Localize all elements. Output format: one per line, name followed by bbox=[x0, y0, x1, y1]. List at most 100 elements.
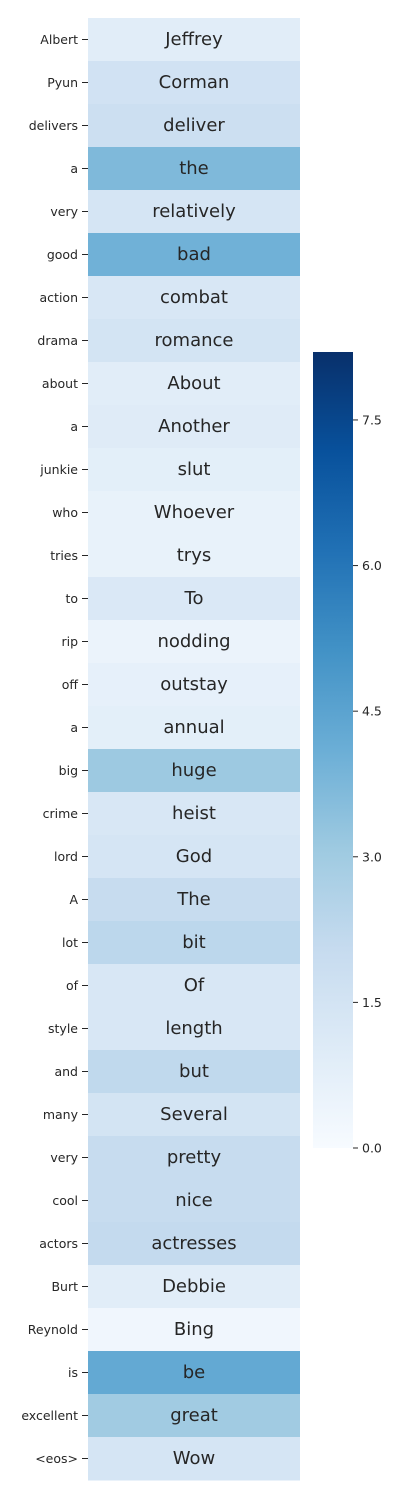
cell-text: the bbox=[179, 158, 209, 179]
cell-text: About bbox=[167, 373, 220, 394]
heatmap-cell bbox=[88, 1007, 300, 1051]
heatmap-cell bbox=[88, 18, 300, 62]
heatmap-cell bbox=[88, 319, 300, 363]
row-label: is bbox=[68, 1365, 78, 1380]
cell-text: trys bbox=[177, 545, 212, 566]
cell-text: slut bbox=[178, 459, 211, 480]
heatmap-cell bbox=[88, 1308, 300, 1352]
cell-text: The bbox=[176, 889, 210, 910]
cell-text: be bbox=[183, 1362, 206, 1383]
heatmap-cell bbox=[88, 61, 300, 105]
heatmap-cell bbox=[88, 1179, 300, 1223]
cell-text: outstay bbox=[160, 674, 228, 695]
heatmap-cell bbox=[88, 706, 300, 750]
row-label: actors bbox=[39, 1236, 78, 1251]
heatmap-cell bbox=[88, 1136, 300, 1180]
cell-text: nice bbox=[175, 1190, 212, 1211]
cell-text: Several bbox=[160, 1104, 228, 1125]
heatmap-cell bbox=[88, 405, 300, 449]
colorbar-tick-label: 6.0 bbox=[362, 558, 382, 573]
row-label: cool bbox=[52, 1193, 78, 1208]
colorbar-tick-label: 7.5 bbox=[362, 412, 382, 427]
heatmap-cell bbox=[88, 1050, 300, 1094]
heatmap-cell bbox=[88, 878, 300, 922]
heatmap-cell bbox=[88, 534, 300, 578]
cell-text: Corman bbox=[159, 72, 230, 93]
heatmap-cell bbox=[88, 147, 300, 191]
heatmap-cell bbox=[88, 964, 300, 1008]
colorbar-tick-label: 0.0 bbox=[362, 1141, 382, 1156]
cell-text: Whoever bbox=[154, 502, 235, 523]
row-labels: AlbertPyundeliversaverygoodactiondramaab… bbox=[21, 32, 88, 1466]
row-label: drama bbox=[37, 333, 78, 348]
row-label: of bbox=[66, 978, 79, 993]
row-label: a bbox=[70, 419, 78, 434]
cell-text: bit bbox=[182, 932, 205, 953]
colorbar-gradient bbox=[313, 352, 353, 1148]
row-label: action bbox=[40, 290, 78, 305]
heatmap-cell bbox=[88, 663, 300, 707]
heatmap-cell bbox=[88, 233, 300, 277]
heatmap-cell bbox=[88, 190, 300, 234]
cell-text: Bing bbox=[174, 1319, 214, 1340]
cell-text: Of bbox=[184, 975, 205, 996]
cell-text: Jeffrey bbox=[164, 29, 223, 50]
row-label: good bbox=[47, 247, 78, 262]
row-label: to bbox=[65, 591, 78, 606]
row-label: and bbox=[54, 1064, 78, 1079]
heatmap-cell bbox=[88, 1093, 300, 1137]
row-label: Burt bbox=[51, 1279, 78, 1294]
colorbar-tick-label: 3.0 bbox=[362, 849, 382, 864]
colorbar: 0.0 1.5 3.0 4.5 6.0 7.5 bbox=[313, 352, 382, 1156]
row-label: delivers bbox=[29, 118, 78, 133]
heatmap-cell bbox=[88, 1351, 300, 1395]
cell-text: romance bbox=[155, 330, 234, 351]
heatmap-cell bbox=[88, 835, 300, 879]
row-label: many bbox=[43, 1107, 79, 1122]
cell-text: deliver bbox=[163, 115, 225, 136]
row-label: Reynold bbox=[28, 1322, 78, 1337]
row-label: Pyun bbox=[47, 75, 78, 90]
heatmap-cell bbox=[88, 921, 300, 965]
cell-text: combat bbox=[160, 287, 228, 308]
heatmap-cell bbox=[88, 104, 300, 148]
cell-text: Debbie bbox=[162, 1276, 226, 1297]
heatmap-cell bbox=[88, 1437, 300, 1481]
heatmap-cell bbox=[88, 448, 300, 492]
cell-text: Another bbox=[158, 416, 230, 437]
heatmap-cell bbox=[88, 1265, 300, 1309]
row-label: very bbox=[50, 204, 78, 219]
cell-text: nodding bbox=[157, 631, 230, 652]
row-label: very bbox=[50, 1150, 78, 1165]
colorbar-tick-label: 1.5 bbox=[362, 995, 382, 1010]
heatmap-cell bbox=[88, 749, 300, 793]
cell-text: annual bbox=[163, 717, 224, 738]
cell-text: To bbox=[184, 588, 204, 609]
cell-text: heist bbox=[172, 803, 216, 824]
row-label: off bbox=[62, 677, 79, 692]
row-label: <eos> bbox=[35, 1451, 78, 1466]
heatmap-cells: Jeffrey Corman deliver the relatively bad comb… bbox=[88, 18, 300, 1481]
row-label: rip bbox=[61, 634, 78, 649]
heatmap-cell bbox=[88, 1394, 300, 1438]
colorbar-tick-label: 4.5 bbox=[362, 704, 382, 719]
heatmap-cell bbox=[88, 792, 300, 836]
cell-text: God bbox=[176, 846, 212, 867]
heatmap-cell bbox=[88, 1222, 300, 1266]
row-label: lot bbox=[62, 935, 78, 950]
row-label: style bbox=[48, 1021, 78, 1036]
row-label: about bbox=[42, 376, 78, 391]
row-label: a bbox=[70, 720, 78, 735]
cell-text: Wow bbox=[173, 1448, 215, 1469]
row-label: A bbox=[69, 892, 78, 907]
cell-text: but bbox=[179, 1061, 209, 1082]
heatmap-cell bbox=[88, 620, 300, 664]
row-label: lord bbox=[54, 849, 78, 864]
cell-text: relatively bbox=[152, 201, 236, 222]
heatmap-cell bbox=[88, 276, 300, 320]
cell-text: length bbox=[165, 1018, 222, 1039]
row-label: crime bbox=[43, 806, 79, 821]
row-label: excellent bbox=[21, 1408, 78, 1423]
